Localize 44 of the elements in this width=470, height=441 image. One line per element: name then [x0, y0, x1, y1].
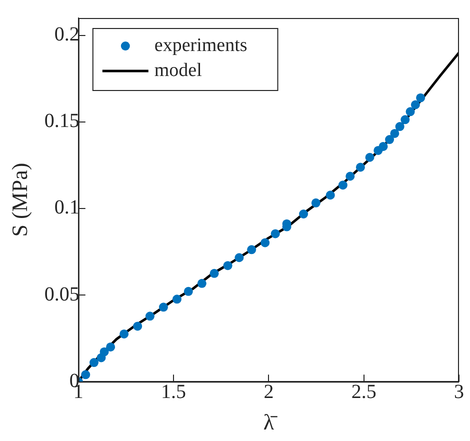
point — [210, 268, 219, 278]
point — [400, 115, 410, 124]
point — [311, 198, 320, 208]
legend-label: model — [154, 60, 202, 81]
point — [120, 329, 129, 338]
point — [416, 93, 426, 102]
point — [90, 358, 99, 368]
point — [184, 286, 193, 296]
point — [390, 128, 400, 138]
point — [158, 302, 168, 312]
x-tick-label: 2 — [264, 380, 274, 403]
point — [356, 162, 365, 172]
point — [172, 294, 182, 304]
point — [223, 261, 232, 270]
point — [260, 238, 270, 248]
y-tick-label: 0.2 — [54, 24, 80, 46]
point — [197, 278, 206, 288]
x-tick-label: 1.5 — [161, 380, 186, 403]
y-tick-label: 0.15 — [44, 110, 80, 132]
x-axis-title: λ̄ — [263, 410, 278, 435]
legend-label: experiments — [154, 34, 248, 56]
point — [106, 342, 116, 352]
point — [338, 180, 348, 190]
point — [326, 190, 335, 200]
point — [385, 135, 394, 144]
point — [145, 312, 154, 321]
y-tick-label: 0.05 — [44, 283, 80, 306]
point — [270, 229, 280, 238]
y-tick-label: 0.1 — [54, 196, 80, 219]
point — [410, 100, 420, 110]
point — [133, 322, 142, 331]
point — [378, 142, 388, 151]
x-tick-label: 2.5 — [351, 380, 376, 403]
x-tick-label: 3 — [454, 380, 464, 403]
point — [395, 122, 404, 132]
point — [299, 210, 308, 218]
y-axis-title: S (MPa) — [6, 162, 32, 237]
point — [247, 245, 256, 254]
point — [81, 370, 90, 380]
point — [234, 253, 244, 262]
point — [100, 347, 109, 356]
point — [365, 152, 374, 162]
point — [406, 107, 415, 116]
point — [346, 172, 355, 181]
